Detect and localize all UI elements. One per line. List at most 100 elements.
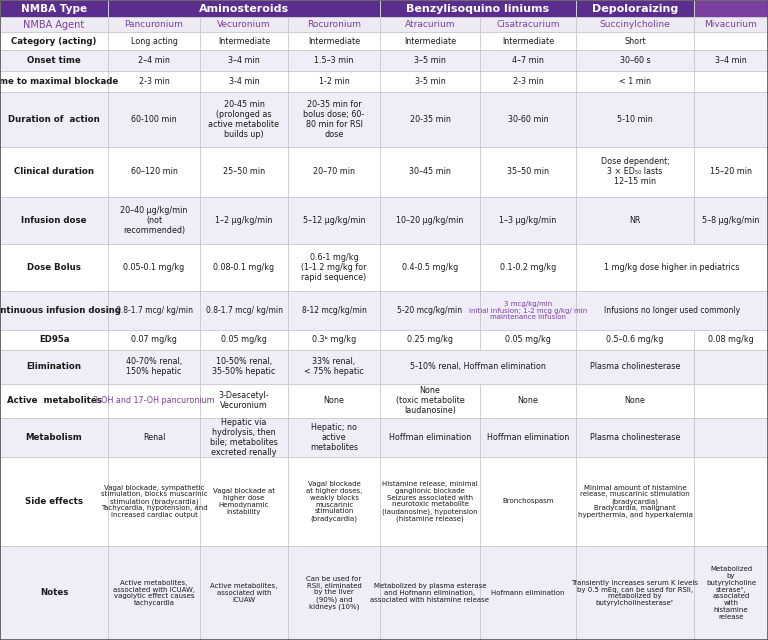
Text: Notes: Notes (40, 588, 68, 597)
Bar (108, 244, 200, 291)
Bar (200, 349, 288, 384)
Bar (200, 196, 288, 244)
Bar (576, 92, 694, 147)
Bar (576, 244, 768, 291)
Text: 3-Desacetyl-
Vecuronium: 3-Desacetyl- Vecuronium (219, 391, 270, 410)
Bar (694, 546, 768, 640)
Bar (200, 418, 288, 457)
Bar (108, 92, 200, 147)
Bar (380, 0, 576, 17)
Text: 1–3 μg/kg/min: 1–3 μg/kg/min (499, 216, 557, 225)
Bar (200, 457, 288, 546)
Bar (576, 384, 694, 418)
Bar (480, 147, 576, 196)
Bar (0, 92, 108, 147)
Bar (108, 71, 200, 92)
Bar (200, 32, 288, 51)
Text: 4–7 min: 4–7 min (512, 56, 544, 65)
Bar (576, 349, 694, 384)
Bar (200, 330, 288, 349)
Text: 0.8-1.7 mcg/ kg/min: 0.8-1.7 mcg/ kg/min (115, 306, 193, 315)
Bar (576, 32, 694, 51)
Text: Elimination: Elimination (27, 362, 81, 371)
Bar (108, 546, 200, 640)
Bar (108, 0, 380, 17)
Bar (288, 384, 380, 418)
Text: Active metabolites,
associated with ICUAW,
vagolytic effect causes
tachycardia: Active metabolites, associated with ICUA… (113, 580, 195, 606)
Text: Hepatic; no
active
metabolites: Hepatic; no active metabolites (310, 423, 358, 452)
Bar (694, 418, 768, 457)
Bar (108, 291, 200, 330)
Bar (480, 330, 576, 349)
Bar (576, 147, 694, 196)
Bar (380, 196, 480, 244)
Bar (288, 32, 380, 51)
Bar (694, 17, 768, 32)
Bar (480, 384, 576, 418)
Text: 0.1-0.2 mg/kg: 0.1-0.2 mg/kg (500, 263, 556, 272)
Text: 20-35 min: 20-35 min (409, 115, 451, 124)
Bar (380, 457, 480, 546)
Text: Depoloraizing: Depoloraizing (592, 3, 678, 13)
Text: 0.8-1.7 mcg/ kg/min: 0.8-1.7 mcg/ kg/min (206, 306, 283, 315)
Bar (480, 418, 576, 457)
Bar (288, 330, 380, 349)
Text: 0.6-1 mg/kg
(1-1.2 mg/kg for
rapid sequence): 0.6-1 mg/kg (1-1.2 mg/kg for rapid seque… (301, 253, 367, 282)
Text: 0.05 mg/kg: 0.05 mg/kg (505, 335, 551, 344)
Text: 3–4 min: 3–4 min (715, 56, 746, 65)
Text: Metabolized by plasma esterase
and Hofmann elimination,
associated with histamin: Metabolized by plasma esterase and Hofma… (370, 583, 489, 603)
Bar (200, 17, 288, 32)
Bar (380, 32, 480, 51)
Bar (380, 17, 480, 32)
Bar (694, 147, 768, 196)
Bar (0, 32, 108, 51)
Text: 10-50% renal,
35-50% hepatic: 10-50% renal, 35-50% hepatic (212, 357, 276, 376)
Bar (380, 71, 480, 92)
Bar (480, 32, 576, 51)
Text: Cisatracurium: Cisatracurium (496, 20, 560, 29)
Text: 5–8 μg/kg/min: 5–8 μg/kg/min (702, 216, 760, 225)
Bar (108, 32, 200, 51)
Text: 15–20 min: 15–20 min (710, 168, 752, 177)
Text: Continuous infusion dosing: Continuous infusion dosing (0, 306, 121, 315)
Bar (200, 546, 288, 640)
Text: 3-5 min: 3-5 min (415, 77, 445, 86)
Bar (108, 349, 200, 384)
Bar (0, 17, 108, 32)
Bar (288, 17, 380, 32)
Bar (108, 384, 200, 418)
Bar (108, 17, 200, 32)
Bar (576, 196, 694, 244)
Bar (200, 51, 288, 71)
Text: Time to maximal blockade: Time to maximal blockade (0, 77, 118, 86)
Text: Dose dependent;
3 × ED₅₀ lasts
12–15 min: Dose dependent; 3 × ED₅₀ lasts 12–15 min (601, 157, 670, 186)
Text: Transiently increases serum K levels
by 0.5 mEq, can be used for RSII,
metaboliz: Transiently increases serum K levels by … (571, 580, 699, 606)
Bar (575, 0, 577, 17)
Bar (108, 330, 200, 349)
Bar (576, 0, 694, 17)
Text: Vagal blockade
at higher doses,
weakly blocks
muscarinic
stimulation
(bradycardi: Vagal blockade at higher doses, weakly b… (306, 481, 362, 522)
Bar (0, 196, 108, 244)
Bar (0, 291, 108, 330)
Bar (0, 244, 108, 291)
Text: Intermediate: Intermediate (502, 36, 554, 45)
Text: 3 mcg/kg/min
initial infusion; 1-2 mcg g/kg/ min
maintenance infusion: 3 mcg/kg/min initial infusion; 1-2 mcg g… (469, 301, 587, 320)
Text: Plasma cholinesterase: Plasma cholinesterase (590, 362, 680, 371)
Text: Succinylcholine: Succinylcholine (600, 20, 670, 29)
Text: Hepatic via
hydrolysis, then
bile; metabolites
excreted renally: Hepatic via hydrolysis, then bile; metab… (210, 418, 278, 457)
Bar (0, 71, 108, 92)
Text: Long acting: Long acting (131, 36, 177, 45)
Bar (380, 92, 480, 147)
Bar (576, 546, 694, 640)
Text: None: None (624, 396, 645, 405)
Bar (694, 330, 768, 349)
Text: < 1 min: < 1 min (619, 77, 651, 86)
Bar (480, 244, 576, 291)
Text: Hofmann elimination: Hofmann elimination (492, 590, 564, 596)
Bar (380, 51, 480, 71)
Text: 0.08 mg/kg: 0.08 mg/kg (708, 335, 754, 344)
Text: 3–5 min: 3–5 min (414, 56, 446, 65)
Bar (200, 291, 288, 330)
Text: 1 mg/kg dose higher in pediatrics: 1 mg/kg dose higher in pediatrics (604, 263, 740, 272)
Bar (380, 546, 480, 640)
